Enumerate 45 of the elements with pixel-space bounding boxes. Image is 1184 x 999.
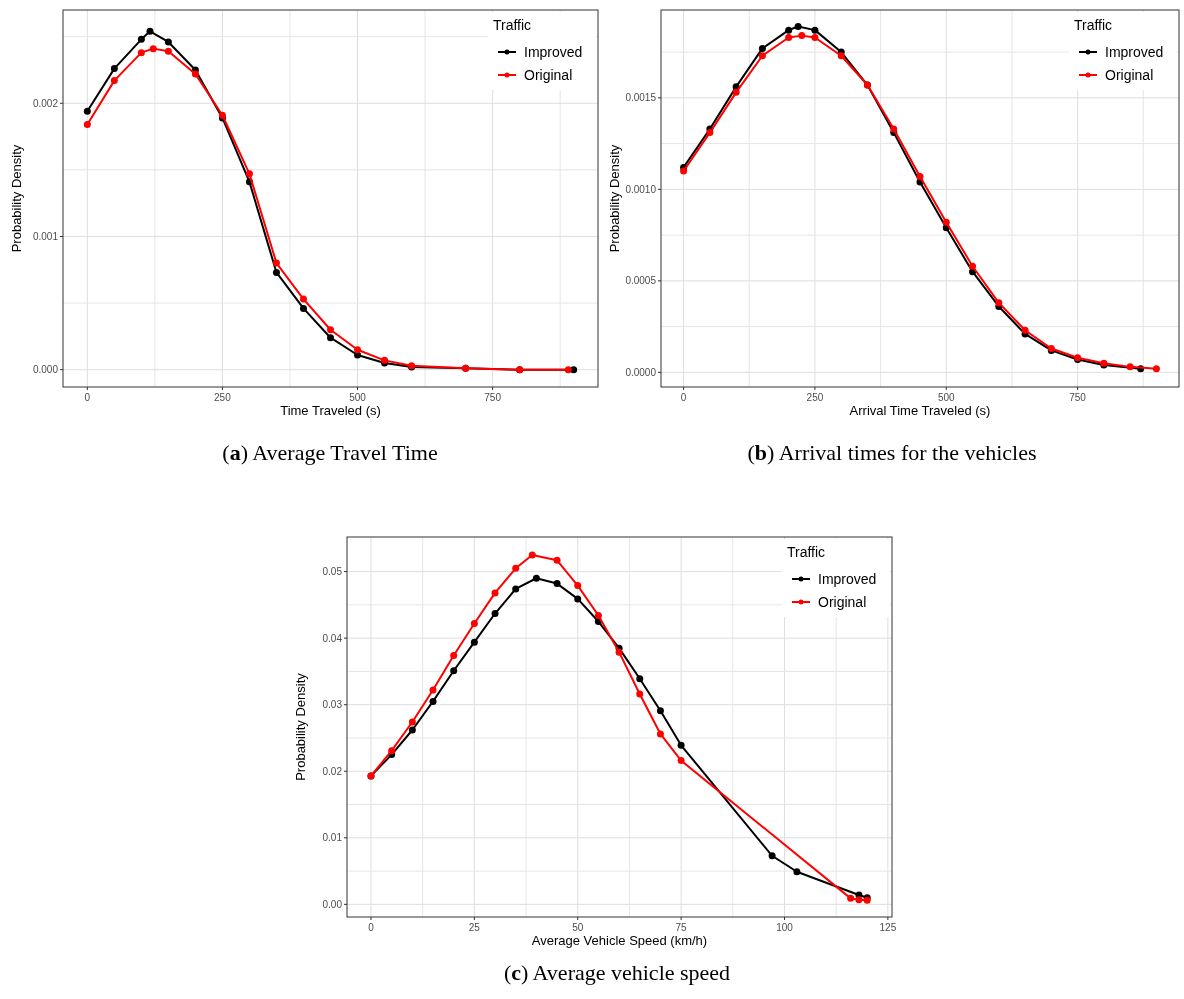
legend-label: Improved — [818, 571, 877, 587]
legend-label: Improved — [524, 44, 583, 60]
y-tick-label: 0.02 — [322, 765, 343, 777]
y-axis-title: Probability Density — [9, 144, 24, 253]
x-tick-label: 750 — [1069, 392, 1087, 403]
x-tick-label: 75 — [675, 922, 688, 933]
legend-title: Traffic — [1074, 17, 1113, 33]
legend-label: Improved — [1105, 44, 1164, 60]
y-tick-label: 0.0010 — [625, 183, 657, 195]
text: (a) Average Travel Time — [222, 440, 438, 465]
x-tick-label: 250 — [806, 392, 824, 403]
y-axis-title: Probability Density — [293, 672, 308, 781]
x-tick-label: 500 — [349, 392, 367, 403]
y-tick-label: 0.0005 — [625, 275, 657, 287]
legend-label: Original — [1105, 67, 1154, 83]
x-tick-label: 0 — [368, 922, 375, 933]
text: (b) Arrival times for the vehicles — [747, 440, 1037, 465]
y-tick-label: 0.0000 — [625, 366, 657, 378]
y-tick-label: 0.03 — [322, 699, 343, 711]
x-tick-label: 50 — [572, 922, 584, 933]
y-tick-label: 0.001 — [32, 230, 59, 242]
x-tick-label: 750 — [484, 392, 502, 403]
legend-label: Original — [524, 67, 573, 83]
x-axis-title: Average Vehicle Speed (km/h) — [531, 933, 708, 948]
x-tick-label: 125 — [879, 922, 897, 933]
x-tick-label: 0 — [680, 392, 687, 403]
legend-title: Traffic — [787, 544, 826, 560]
legend-title: Traffic — [493, 17, 532, 33]
y-tick-label: 0.000 — [32, 364, 59, 376]
y-tick-label: 0.04 — [322, 632, 343, 644]
x-tick-label: 500 — [937, 392, 956, 403]
x-axis-title: Arrival Time Traveled (s) — [849, 403, 991, 418]
x-axis-title: Time Traveled (s) — [280, 403, 381, 418]
legend-label: Original — [818, 594, 867, 610]
y-tick-label: 0.002 — [32, 97, 59, 109]
y-tick-label: 0.01 — [322, 832, 343, 844]
y-tick-label: 0.00 — [322, 898, 343, 910]
y-tick-label: 0.05 — [322, 566, 343, 578]
x-tick-label: 100 — [776, 922, 794, 933]
x-tick-label: 0 — [84, 392, 91, 403]
y-tick-label: 0.0015 — [625, 92, 657, 104]
y-axis-title: Probability Density — [607, 144, 622, 253]
x-tick-label: 25 — [468, 922, 481, 933]
x-tick-label: 250 — [214, 392, 232, 403]
text: (c) Average vehicle speed — [503, 960, 731, 985]
